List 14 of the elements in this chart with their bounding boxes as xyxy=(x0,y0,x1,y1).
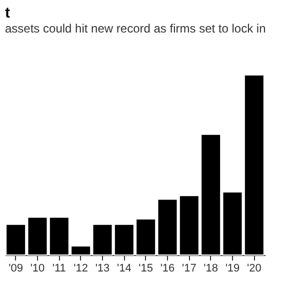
x-tick-label: '14 xyxy=(116,262,132,274)
x-tick-label: '15 xyxy=(138,262,154,274)
x-tick-label: '20 xyxy=(246,262,262,274)
x-tick-label: '11 xyxy=(52,262,66,274)
chart-subtitle: assets could hit new record as firms set to lock in xyxy=(5,22,266,36)
x-tick-label: '13 xyxy=(95,262,110,274)
x-tick-label: '16 xyxy=(160,262,175,274)
x-tick-label: '12 xyxy=(74,262,88,274)
x-tick-label: '17 xyxy=(182,262,196,274)
x-tick-label: '09 xyxy=(8,262,24,274)
chart-title: t xyxy=(5,4,10,22)
x-tick-label: '19 xyxy=(225,262,240,274)
x-tick-label: '18 xyxy=(204,262,218,274)
x-tick-label: '10 xyxy=(30,262,45,274)
